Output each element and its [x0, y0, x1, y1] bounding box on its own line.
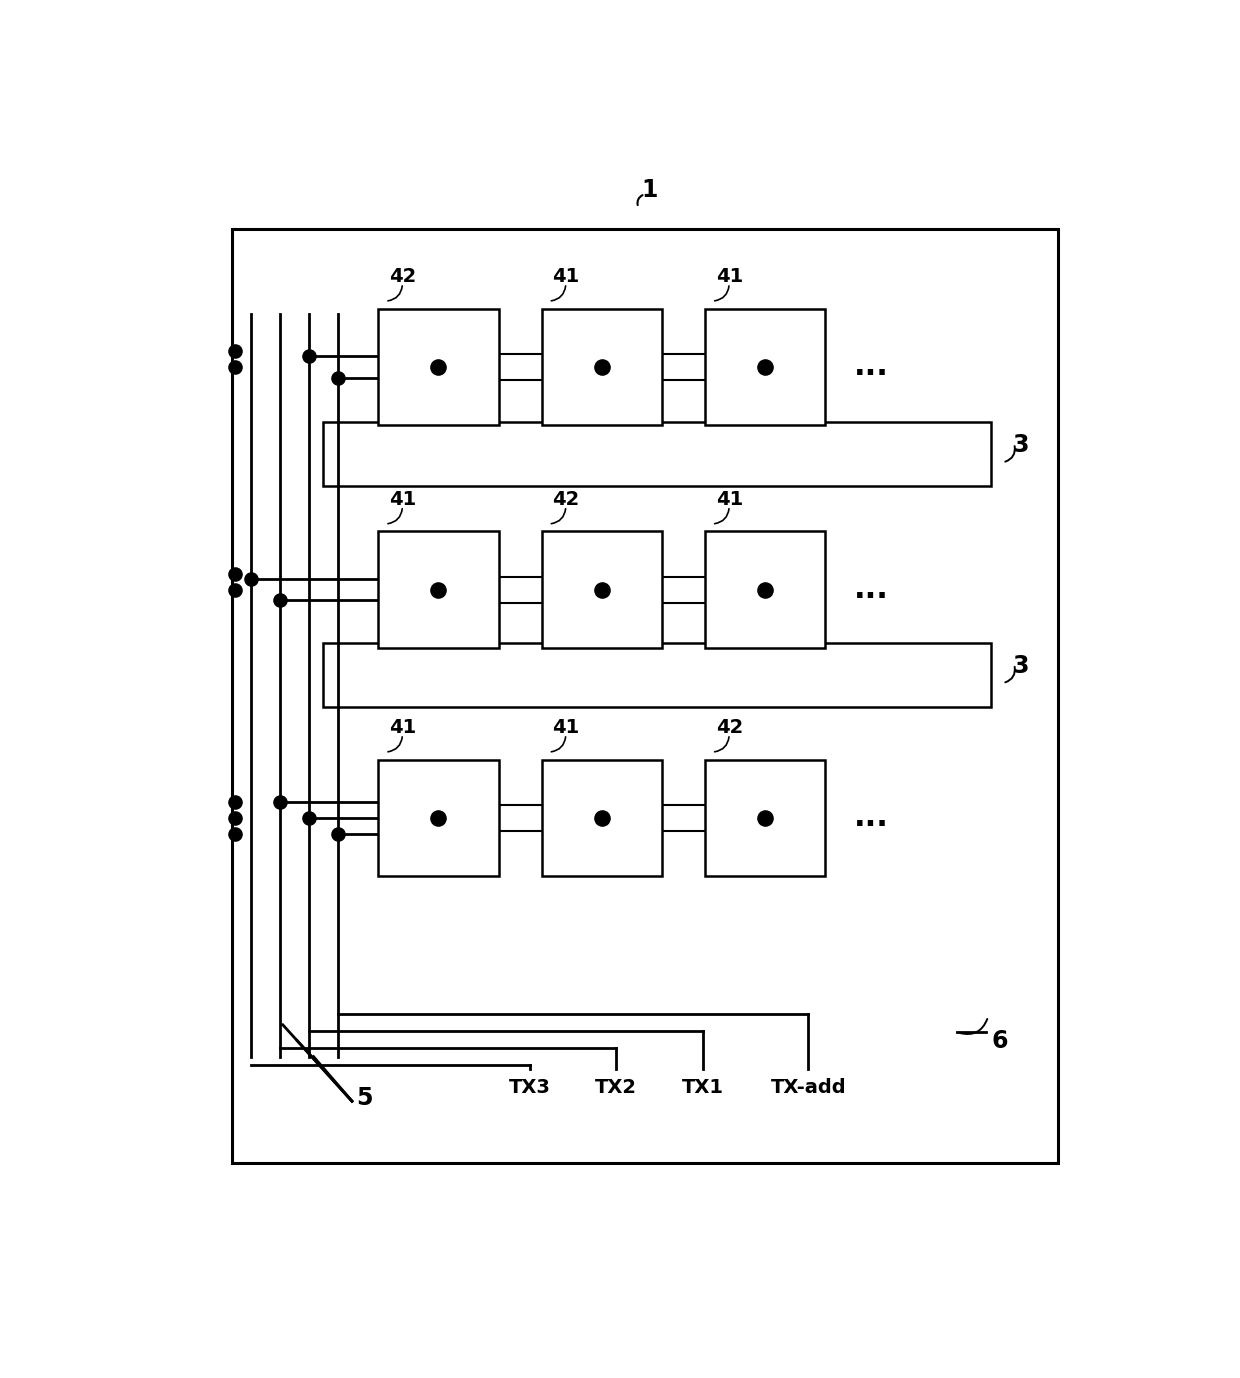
Text: 41: 41	[715, 491, 743, 508]
Point	[224, 340, 244, 362]
Point	[224, 808, 244, 830]
Text: ...: ...	[854, 575, 889, 605]
Text: 42: 42	[552, 491, 579, 508]
Point	[224, 823, 244, 845]
Text: TX2: TX2	[595, 1078, 637, 1097]
Point	[755, 808, 775, 830]
Point	[224, 579, 244, 601]
Point	[591, 808, 611, 830]
Text: 41: 41	[715, 267, 743, 287]
Point	[224, 356, 244, 378]
Point	[299, 808, 319, 830]
Bar	[706, 309, 826, 426]
Point	[224, 562, 244, 584]
Text: TX3: TX3	[508, 1078, 551, 1097]
Bar	[324, 642, 991, 707]
Bar	[378, 532, 498, 648]
Point	[299, 346, 319, 368]
Bar	[706, 759, 826, 876]
Text: 42: 42	[715, 718, 743, 737]
Text: 3: 3	[1012, 433, 1029, 457]
Bar	[542, 309, 662, 426]
Text: 3: 3	[1012, 653, 1029, 678]
Text: ...: ...	[854, 353, 889, 382]
Text: 41: 41	[389, 491, 417, 508]
Text: 6: 6	[991, 1029, 1008, 1053]
Bar	[542, 759, 662, 876]
Point	[429, 356, 449, 378]
Text: 1: 1	[642, 179, 658, 203]
Bar	[378, 759, 498, 876]
Text: 5: 5	[356, 1086, 373, 1109]
Point	[755, 579, 775, 601]
Text: TX1: TX1	[682, 1078, 724, 1097]
Text: 41: 41	[552, 718, 579, 737]
Point	[270, 791, 290, 813]
Text: ...: ...	[854, 803, 889, 832]
Text: 41: 41	[389, 718, 417, 737]
Point	[429, 808, 449, 830]
Point	[755, 356, 775, 378]
Point	[224, 791, 244, 813]
Text: 41: 41	[552, 267, 579, 287]
Text: TX-add: TX-add	[771, 1078, 846, 1097]
Bar	[232, 229, 1059, 1163]
Bar	[706, 532, 826, 648]
Point	[327, 823, 347, 845]
Point	[327, 367, 347, 389]
Text: 42: 42	[389, 267, 417, 287]
Point	[270, 590, 290, 612]
Bar	[324, 422, 991, 486]
Point	[429, 579, 449, 601]
Point	[241, 568, 262, 590]
Bar	[542, 532, 662, 648]
Bar	[378, 309, 498, 426]
Point	[591, 356, 611, 378]
Point	[591, 579, 611, 601]
